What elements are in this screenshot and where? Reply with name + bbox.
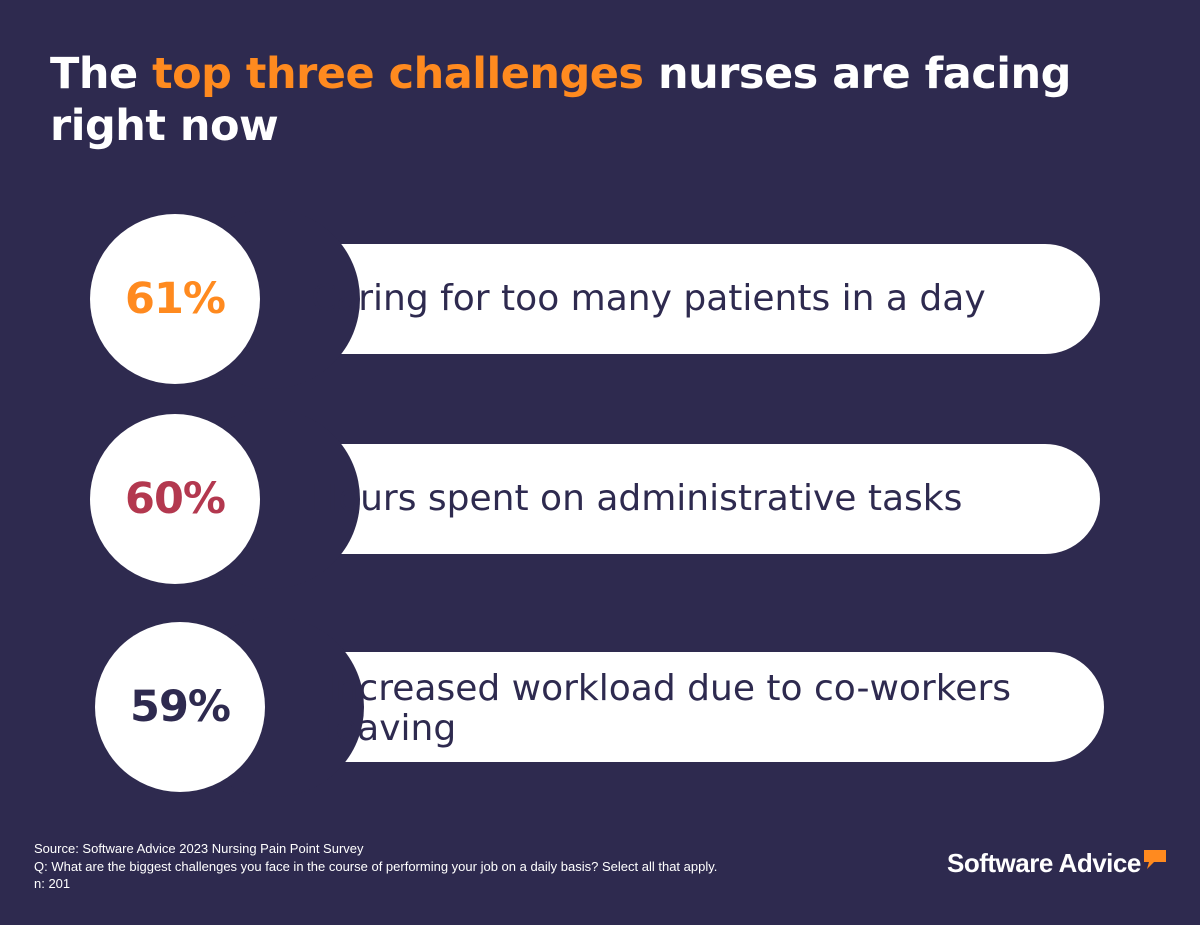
challenge-row: 59% Increased workload due to co-workers… <box>0 617 1200 802</box>
challenge-label: Increased workload due to co-workers lea… <box>325 668 1012 749</box>
percent-value: 60% <box>125 474 226 524</box>
page-title: The top three challenges nurses are faci… <box>50 48 1130 152</box>
speech-bubble-icon <box>1143 850 1166 869</box>
title-prefix: The <box>50 49 153 99</box>
software-advice-logo: Software Advice <box>947 848 1167 878</box>
percent-value: 61% <box>125 274 226 324</box>
source-notes: Source: Software Advice 2023 Nursing Pai… <box>34 840 717 893</box>
title-suffix: nurses are facing right now <box>50 49 1071 151</box>
percent-value: 59% <box>130 682 231 732</box>
percent-badge: 61% <box>90 214 260 384</box>
source-line: Source: Software Advice 2023 Nursing Pai… <box>34 841 364 856</box>
challenge-panel <box>180 409 1100 589</box>
challenge-row: 60% Hours spent on administrative tasks <box>0 409 1200 594</box>
sample-size: n: 201 <box>34 876 71 891</box>
logo-wordmark: Software Advice <box>947 848 1141 878</box>
title-highlight: top three challenges <box>152 49 644 99</box>
challenge-row: 61% Caring for too many patients in a da… <box>0 209 1200 394</box>
percent-badge: 59% <box>95 622 265 792</box>
challenge-label: Caring for too many patients in a day <box>311 278 986 319</box>
percent-badge: 60% <box>90 414 260 584</box>
question-line: Q: What are the biggest challenges you f… <box>34 858 718 874</box>
challenge-label: Hours spent on administrative tasks <box>311 478 963 519</box>
